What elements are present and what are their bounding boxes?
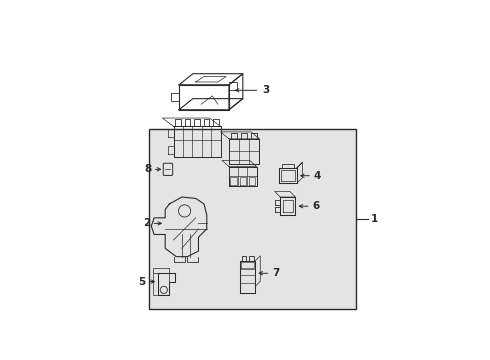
Text: 1: 1: [370, 214, 378, 224]
Text: 2: 2: [143, 219, 150, 228]
Text: 5: 5: [139, 276, 146, 287]
Text: 3: 3: [262, 85, 270, 95]
Bar: [148, 129, 356, 309]
Text: 8: 8: [144, 164, 151, 174]
Text: 7: 7: [272, 268, 279, 278]
Text: 4: 4: [314, 171, 321, 181]
Text: 6: 6: [312, 201, 319, 211]
